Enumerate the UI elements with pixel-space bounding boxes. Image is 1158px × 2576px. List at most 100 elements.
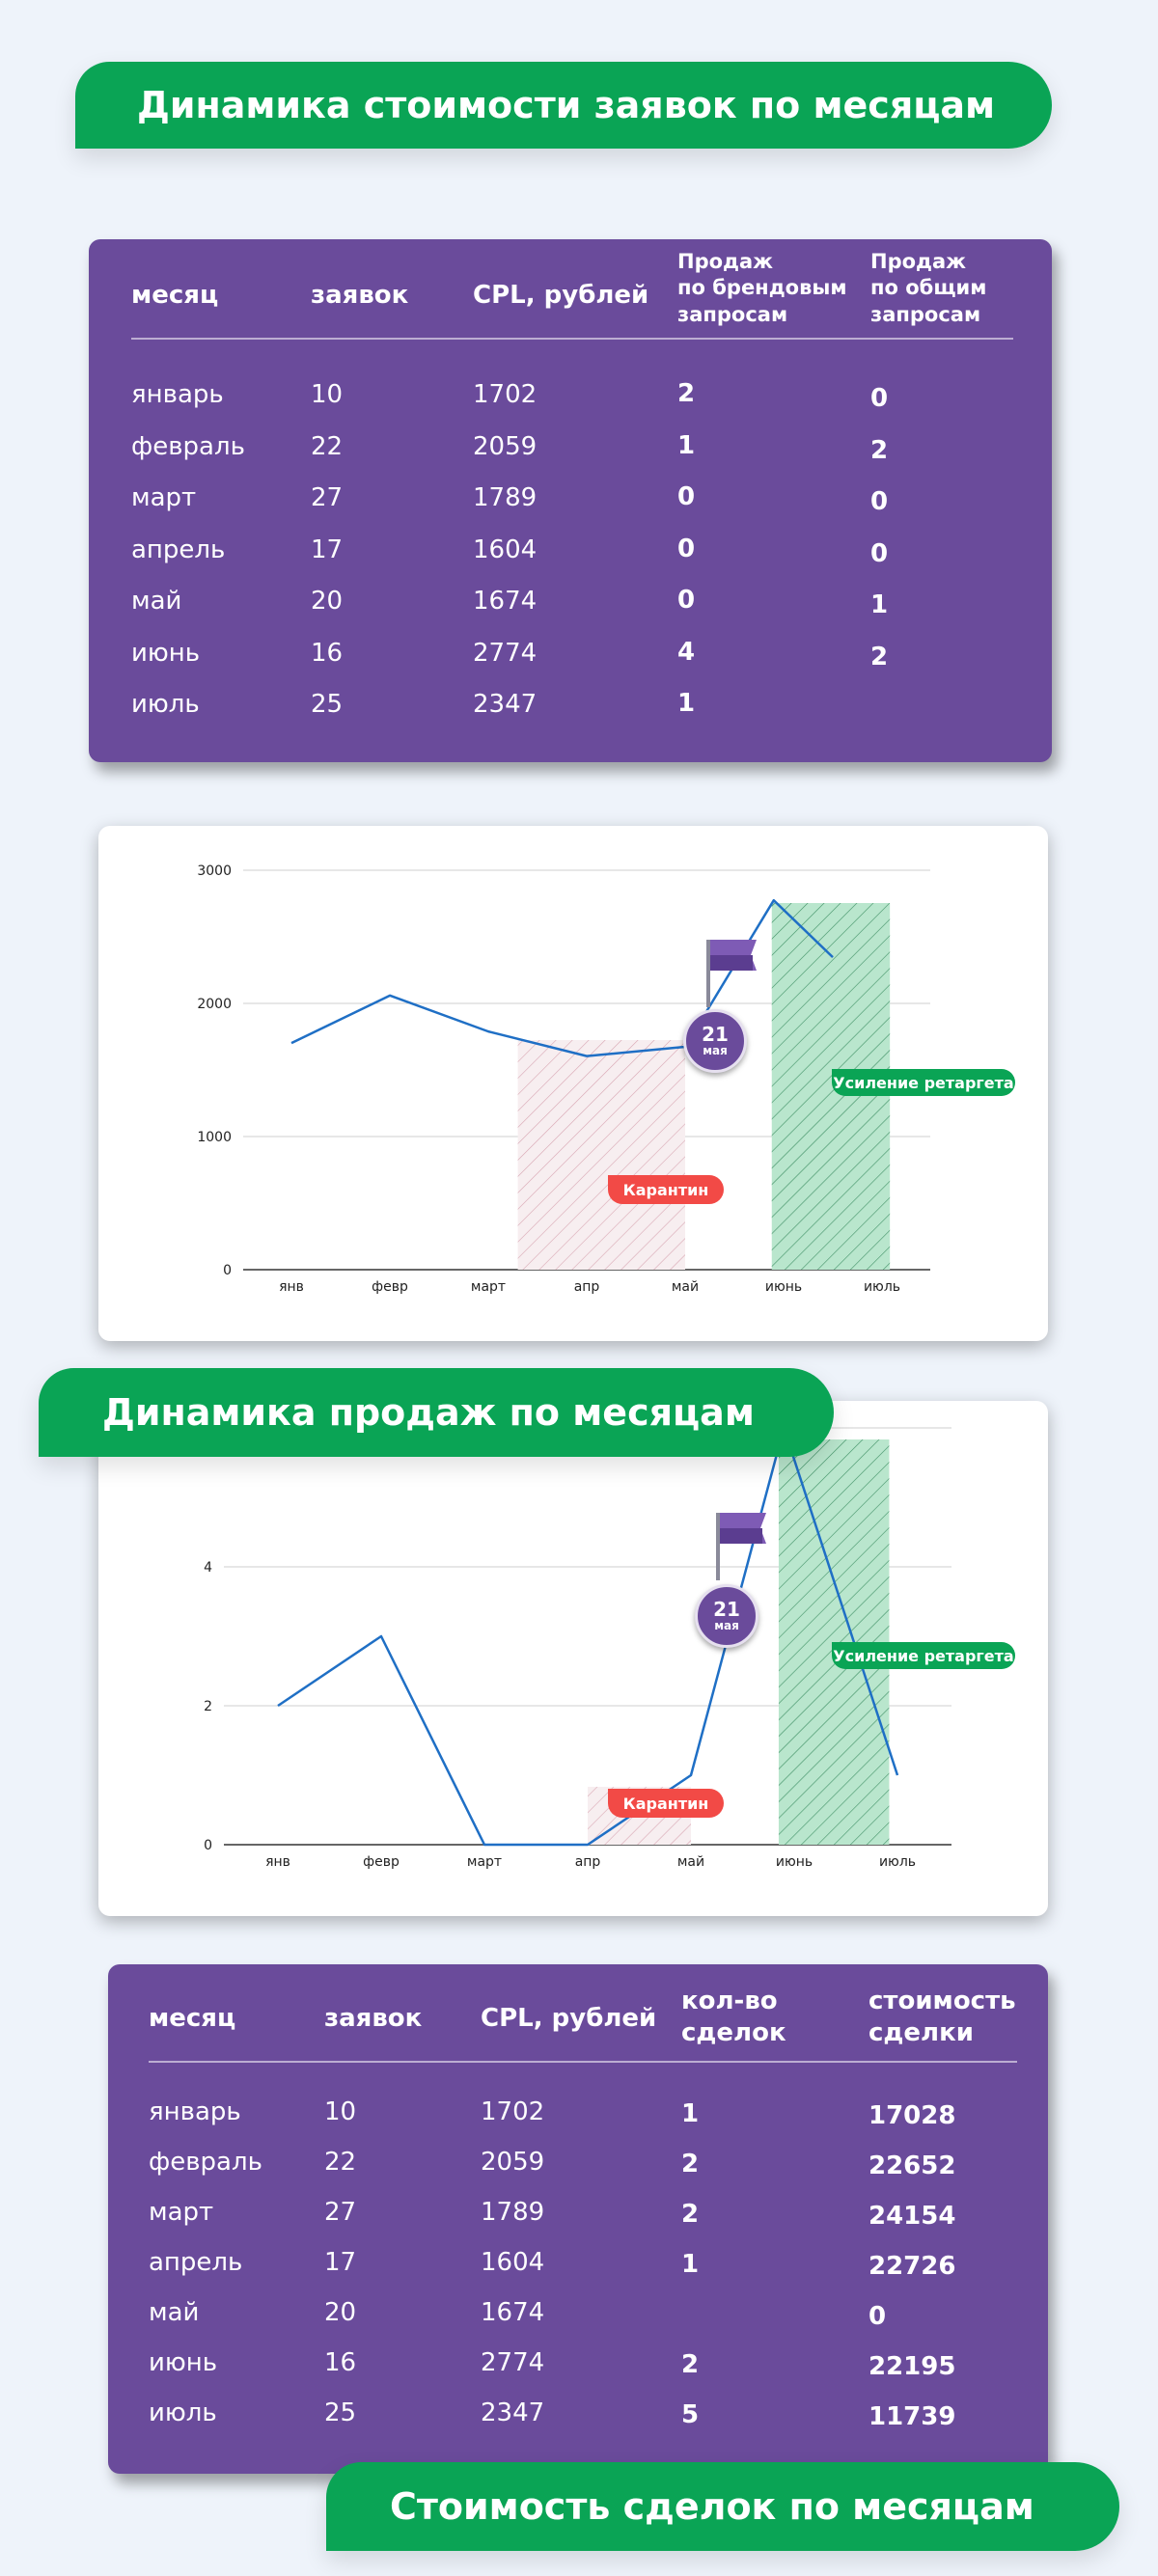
table-cell: 25	[324, 2398, 357, 2427]
column-header: месяц	[149, 2004, 236, 2033]
x-tick-label: июнь	[776, 1854, 813, 1870]
x-tick-label: май	[677, 1854, 704, 1870]
table-cell: 25	[311, 690, 344, 719]
quarantine-label: Карантин	[608, 1175, 724, 1204]
flag-shade	[710, 955, 753, 971]
table-cell: апрель	[131, 534, 226, 564]
table-cell: январь	[149, 2097, 241, 2126]
title-banner-deals: Стоимость сделок по месяцам	[326, 2462, 1119, 2551]
table-cell: 2774	[473, 638, 538, 668]
table-cell: 1789	[481, 2198, 545, 2227]
table-cell: 1	[677, 430, 696, 460]
y-tick-label: 0	[223, 1263, 232, 1278]
retarget-label: Усиление ретаргета	[832, 1642, 1015, 1669]
x-tick-label: янв	[265, 1854, 290, 1870]
header-divider	[149, 2061, 1017, 2063]
hatch-fill	[517, 1040, 685, 1270]
cpl-table: месяц заявок CPL, рублей Продаж по брендовы…	[89, 239, 1052, 762]
table-cell: июнь	[131, 638, 201, 668]
table-cell: 4	[677, 637, 696, 667]
header-divider	[131, 338, 1013, 340]
table-cell: 17	[324, 2248, 357, 2277]
table-cell: 27	[324, 2198, 357, 2227]
table-cell: 0	[677, 534, 696, 563]
table-cell: июнь	[149, 2348, 218, 2377]
badge-month: мая	[714, 1619, 739, 1632]
table-cell: 22	[324, 2148, 357, 2177]
table-cell: 10	[324, 2097, 357, 2126]
retarget-label: Усиление ретаргета	[832, 1069, 1015, 1096]
x-tick-label: янв	[279, 1279, 304, 1295]
column-header: CPL, рублей	[481, 2004, 657, 2033]
table-cell: 22195	[868, 2352, 956, 2381]
cpl-chart-card: 0 1000 2000 3000 янв февр март апр май июнь июль 2…	[98, 826, 1048, 1341]
table-cell: 11739	[868, 2402, 956, 2431]
table-cell: 1674	[473, 587, 538, 616]
table-cell: 16	[324, 2348, 357, 2377]
table-cell: 0	[677, 482, 696, 511]
x-tick-label: апр	[574, 1279, 600, 1295]
table-cell: 1	[677, 689, 696, 718]
table-cell: 2	[681, 2350, 700, 2379]
column-header: кол-во сделок	[681, 1987, 786, 2047]
badge-day: 21	[702, 1023, 729, 1046]
table-cell: 2347	[473, 690, 538, 719]
column-header: заявок	[324, 2004, 423, 2033]
table-cell: 20	[324, 2298, 357, 2327]
table-cell: 0	[868, 2302, 887, 2331]
table-cell: 16	[311, 638, 344, 668]
column-header: стоимость сделки	[868, 1987, 1016, 2047]
table-cell: 20	[311, 587, 344, 616]
x-tick-label: март	[471, 1279, 506, 1295]
column-header: CPL, рублей	[473, 281, 649, 310]
series-line	[290, 898, 834, 1057]
table-cell: 22726	[868, 2252, 956, 2281]
title-text: Стоимость сделок по месяцам	[390, 2485, 1034, 2528]
table-cell: 0	[870, 538, 889, 568]
column-header: месяц	[131, 281, 219, 310]
table-cell: 17028	[868, 2101, 956, 2130]
x-tick-label: март	[467, 1854, 502, 1870]
table-cell: апрель	[149, 2248, 243, 2277]
table-cell: 5	[681, 2400, 700, 2429]
table-cell: 22	[311, 431, 344, 461]
column-header: Продаж по общим запросам	[870, 250, 987, 326]
table-cell: 1789	[473, 483, 538, 512]
table-cell: 2	[870, 435, 889, 465]
y-tick-label: 1000	[197, 1130, 232, 1145]
title-banner-cpl: Динамика стоимости заявок по месяцам	[75, 62, 1052, 149]
table-cell: 24154	[868, 2202, 956, 2231]
table-cell: 10	[311, 380, 344, 409]
table-cell: 2	[681, 2200, 700, 2229]
title-banner-sales: Динамика продаж по месяцам	[39, 1368, 834, 1457]
table-cell: 1	[870, 590, 889, 619]
quarantine-label: Карантин	[608, 1789, 724, 1818]
table-cell: январь	[131, 380, 224, 409]
x-tick-label: февр	[363, 1854, 400, 1870]
x-tick-label: июль	[864, 1279, 900, 1295]
table-cell: 2	[681, 2150, 700, 2179]
table-cell: 1674	[481, 2298, 545, 2327]
column-header: Продаж по брендовым запросам	[677, 250, 847, 326]
x-tick-label: июль	[879, 1854, 916, 1870]
table-cell: 17	[311, 534, 344, 564]
table-cell: 2059	[473, 431, 538, 461]
date-badge: 21 мая	[695, 1584, 758, 1648]
table-cell: 2059	[481, 2148, 545, 2177]
table-cell: 1702	[481, 2097, 545, 2126]
sales-chart-card: 0 2 4 янв февр март апр май июнь июль 21 мая Карант…	[98, 1401, 1048, 1916]
table-cell: 0	[870, 487, 889, 516]
table-cell: 2	[870, 642, 889, 671]
y-tick-label: 0	[204, 1838, 212, 1853]
table-cell: февраль	[149, 2148, 262, 2177]
table-cell: 1604	[473, 534, 538, 564]
table-cell: 1	[681, 2099, 700, 2128]
table-cell: июль	[149, 2398, 217, 2427]
table-cell: 2347	[481, 2398, 545, 2427]
x-tick-label: апр	[575, 1854, 601, 1870]
badge-month: мая	[703, 1044, 728, 1057]
flag-shade	[720, 1528, 762, 1544]
table-cell: февраль	[131, 431, 245, 461]
table-cell: 1	[681, 2250, 700, 2279]
table-cell: март	[149, 2198, 214, 2227]
